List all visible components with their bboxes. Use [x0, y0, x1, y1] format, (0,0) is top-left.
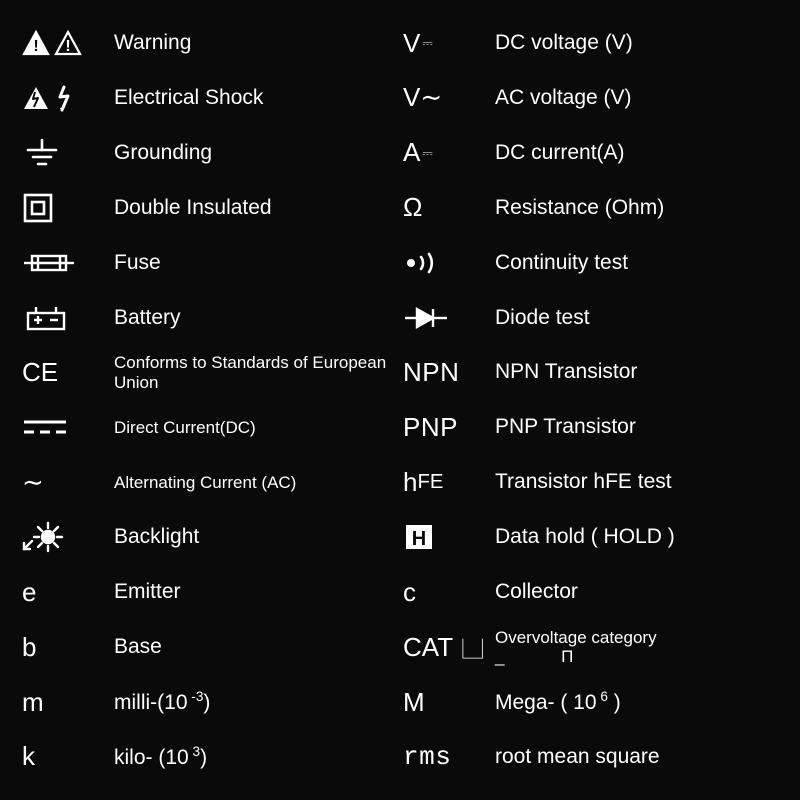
legend-row-cont: Continuity test	[403, 238, 772, 288]
label-rms: root mean square	[495, 745, 660, 769]
label-vac: AC voltage (V)	[495, 86, 632, 110]
legend-row-ac: ∼ Alternating Current (AC)	[22, 457, 391, 507]
label-hfe: Transistor hFE test	[495, 470, 672, 494]
symbol-diode-icon	[403, 306, 495, 330]
label-ground: Grounding	[114, 141, 212, 165]
legend-row-vac: V∼ AC voltage (V)	[403, 73, 772, 123]
symbol-fuse-icon	[22, 252, 114, 274]
symbol-vac-icon: V∼	[403, 82, 495, 113]
symbol-base-icon: b	[22, 632, 114, 663]
symbol-collector-icon: c	[403, 577, 495, 608]
symbol-cat-icon: CAT⎿⏌	[403, 632, 495, 663]
symbol-npn-icon: NPN	[403, 357, 495, 388]
label-vdc: DC voltage (V)	[495, 31, 633, 55]
legend-row-npn: NPN NPN Transistor	[403, 348, 772, 398]
label-npn: NPN Transistor	[495, 360, 637, 384]
svg-text:!: !	[65, 38, 70, 55]
legend-row-adc: A⎓ DC current(A)	[403, 128, 772, 178]
label-milli: milli-(10 -3)	[114, 689, 210, 715]
label-kilo: kilo- (10 3)	[114, 744, 207, 770]
legend-row-hfe: hFE Transistor hFE test	[403, 457, 772, 507]
symbol-legend: ! ! Warning Electrical Shock	[0, 0, 800, 800]
symbol-backlight-icon	[22, 521, 114, 553]
legend-row-diode: Diode test	[403, 293, 772, 343]
symbol-ohm-icon: Ω	[403, 192, 495, 223]
label-emitter: Emitter	[114, 580, 181, 604]
symbol-milli-icon: m	[22, 687, 114, 718]
legend-row-pnp: PNP PNP Transistor	[403, 402, 772, 452]
legend-row-vdc: V⎓ DC voltage (V)	[403, 18, 772, 68]
legend-row-dblins: Double Insulated	[22, 183, 391, 233]
svg-text:H: H	[412, 528, 426, 550]
symbol-battery-icon	[22, 303, 114, 333]
right-column: V⎓ DC voltage (V) V∼ AC voltage (V) A⎓ D…	[403, 18, 772, 782]
symbol-kilo-icon: k	[22, 741, 114, 772]
symbol-hfe-icon: hFE	[403, 467, 495, 498]
symbol-hold-icon: H	[403, 522, 495, 552]
legend-row-mega: M Mega- ( 10 6 )	[403, 677, 772, 727]
label-adc: DC current(A)	[495, 141, 625, 165]
symbol-dblins-icon	[22, 192, 114, 224]
symbol-ground-icon	[22, 138, 114, 168]
label-hold: Data hold ( HOLD )	[495, 525, 675, 549]
label-dc: Direct Current(DC)	[114, 418, 256, 438]
legend-row-backlight: Backlight	[22, 512, 391, 562]
symbol-mega-icon: M	[403, 687, 495, 718]
symbol-ac-icon: ∼	[22, 467, 114, 498]
label-base: Base	[114, 635, 162, 659]
label-battery: Battery	[114, 306, 181, 330]
label-fuse: Fuse	[114, 251, 161, 275]
legend-row-battery: Battery	[22, 293, 391, 343]
legend-row-dc: Direct Current(DC)	[22, 402, 391, 452]
legend-row-kilo: k kilo- (10 3)	[22, 732, 391, 782]
label-warning: Warning	[114, 31, 191, 55]
label-cat: Overvoltage category_ Π	[495, 628, 657, 667]
label-cont: Continuity test	[495, 251, 628, 275]
legend-row-base: b Base	[22, 622, 391, 672]
symbol-shock-icon	[22, 84, 114, 112]
legend-row-hold: H Data hold ( HOLD )	[403, 512, 772, 562]
legend-row-ce: CE Conforms to Standards of European Uni…	[22, 348, 391, 398]
legend-row-milli: m milli-(10 -3)	[22, 677, 391, 727]
label-collector: Collector	[495, 580, 578, 604]
legend-row-shock: Electrical Shock	[22, 73, 391, 123]
label-dblins: Double Insulated	[114, 196, 272, 220]
label-mega: Mega- ( 10 6 )	[495, 689, 621, 715]
legend-row-fuse: Fuse	[22, 238, 391, 288]
label-backlight: Backlight	[114, 525, 199, 549]
legend-row-ground: Grounding	[22, 128, 391, 178]
legend-row-collector: c Collector	[403, 567, 772, 617]
symbol-vdc-icon: V⎓	[403, 28, 495, 59]
legend-row-ohm: Ω Resistance (Ohm)	[403, 183, 772, 233]
symbol-ce-icon: CE	[22, 357, 114, 388]
svg-text:!: !	[33, 38, 38, 55]
symbol-adc-icon: A⎓	[403, 137, 495, 168]
symbol-rms-icon: rms	[403, 742, 495, 772]
label-ohm: Resistance (Ohm)	[495, 196, 664, 220]
legend-row-rms: rms root mean square	[403, 732, 772, 782]
label-shock: Electrical Shock	[114, 86, 263, 110]
symbol-cont-icon	[403, 251, 495, 275]
label-pnp: PNP Transistor	[495, 415, 636, 439]
symbol-pnp-icon: PNP	[403, 412, 495, 443]
symbol-emitter-icon: e	[22, 577, 114, 608]
legend-row-warning: ! ! Warning	[22, 18, 391, 68]
left-column: ! ! Warning Electrical Shock	[22, 18, 391, 782]
label-diode: Diode test	[495, 306, 590, 330]
symbol-warning-icon: ! !	[22, 29, 114, 57]
legend-row-cat: CAT⎿⏌ Overvoltage category_ Π	[403, 622, 772, 672]
legend-row-emitter: e Emitter	[22, 567, 391, 617]
label-ce: Conforms to Standards of European Union	[114, 353, 391, 392]
symbol-dc-icon	[22, 418, 114, 436]
label-ac: Alternating Current (AC)	[114, 473, 296, 493]
